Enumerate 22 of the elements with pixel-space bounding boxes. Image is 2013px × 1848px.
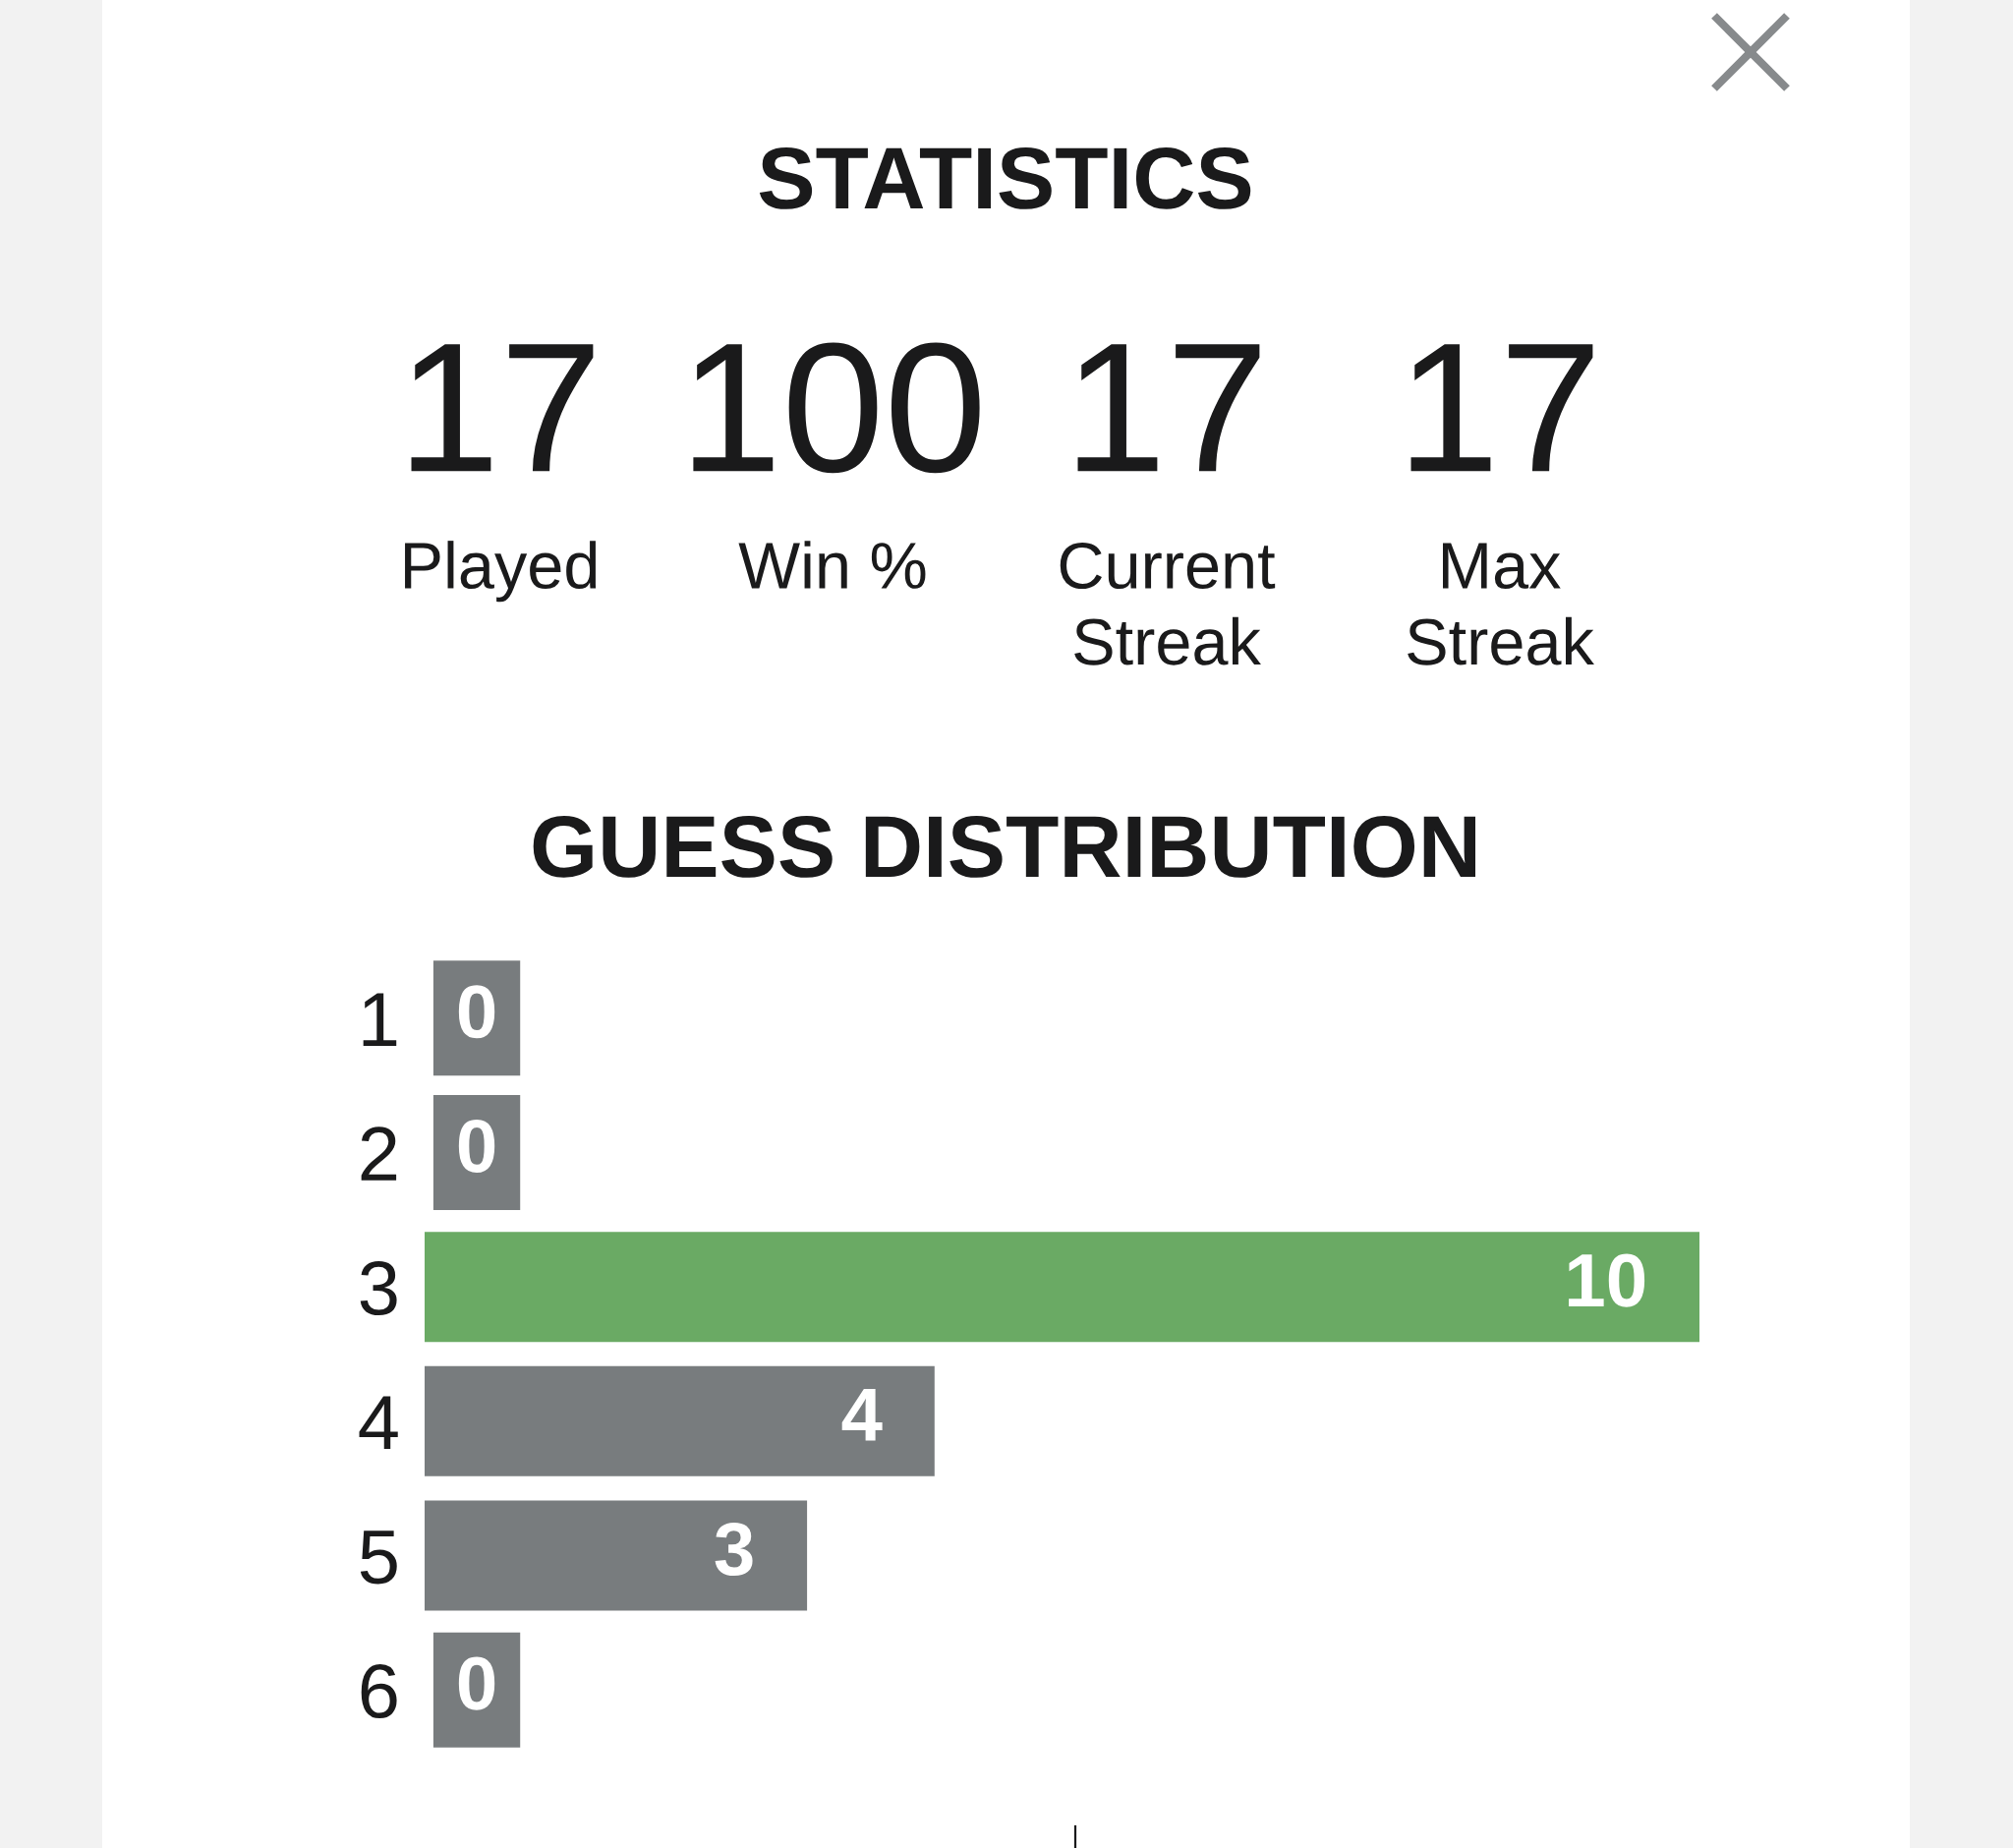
category-label: Win % — [738, 541, 926, 589]
y-tick-label: 4 — [359, 1396, 398, 1450]
y-tick-label: 1 — [363, 993, 397, 1047]
data-label: 10 — [1569, 1253, 1645, 1307]
data-label: 17 — [411, 344, 594, 472]
data-label: 17 — [1410, 344, 1593, 472]
category-label: Current Streak — [1060, 542, 1276, 665]
data-label: 3 — [715, 1522, 753, 1577]
chart-title: GUESS DISTRIBUTION — [533, 815, 1475, 878]
data-label: 4 — [841, 1389, 883, 1441]
y-tick-label: 5 — [360, 1530, 397, 1585]
data-label: 0 — [458, 1656, 495, 1710]
data-label: 0 — [458, 985, 495, 1039]
data-label: 0 — [458, 1119, 495, 1174]
category-label: Max Streak — [1408, 543, 1594, 665]
y-tick-label: 3 — [360, 1261, 397, 1316]
y-tick-label: 2 — [361, 1126, 397, 1181]
text: STATISTICS — [759, 146, 1251, 209]
data-label: 17 — [1077, 344, 1260, 472]
category-label: Played — [405, 541, 597, 603]
y-tick-label: 6 — [361, 1664, 397, 1719]
data-label: 100 — [693, 342, 980, 474]
